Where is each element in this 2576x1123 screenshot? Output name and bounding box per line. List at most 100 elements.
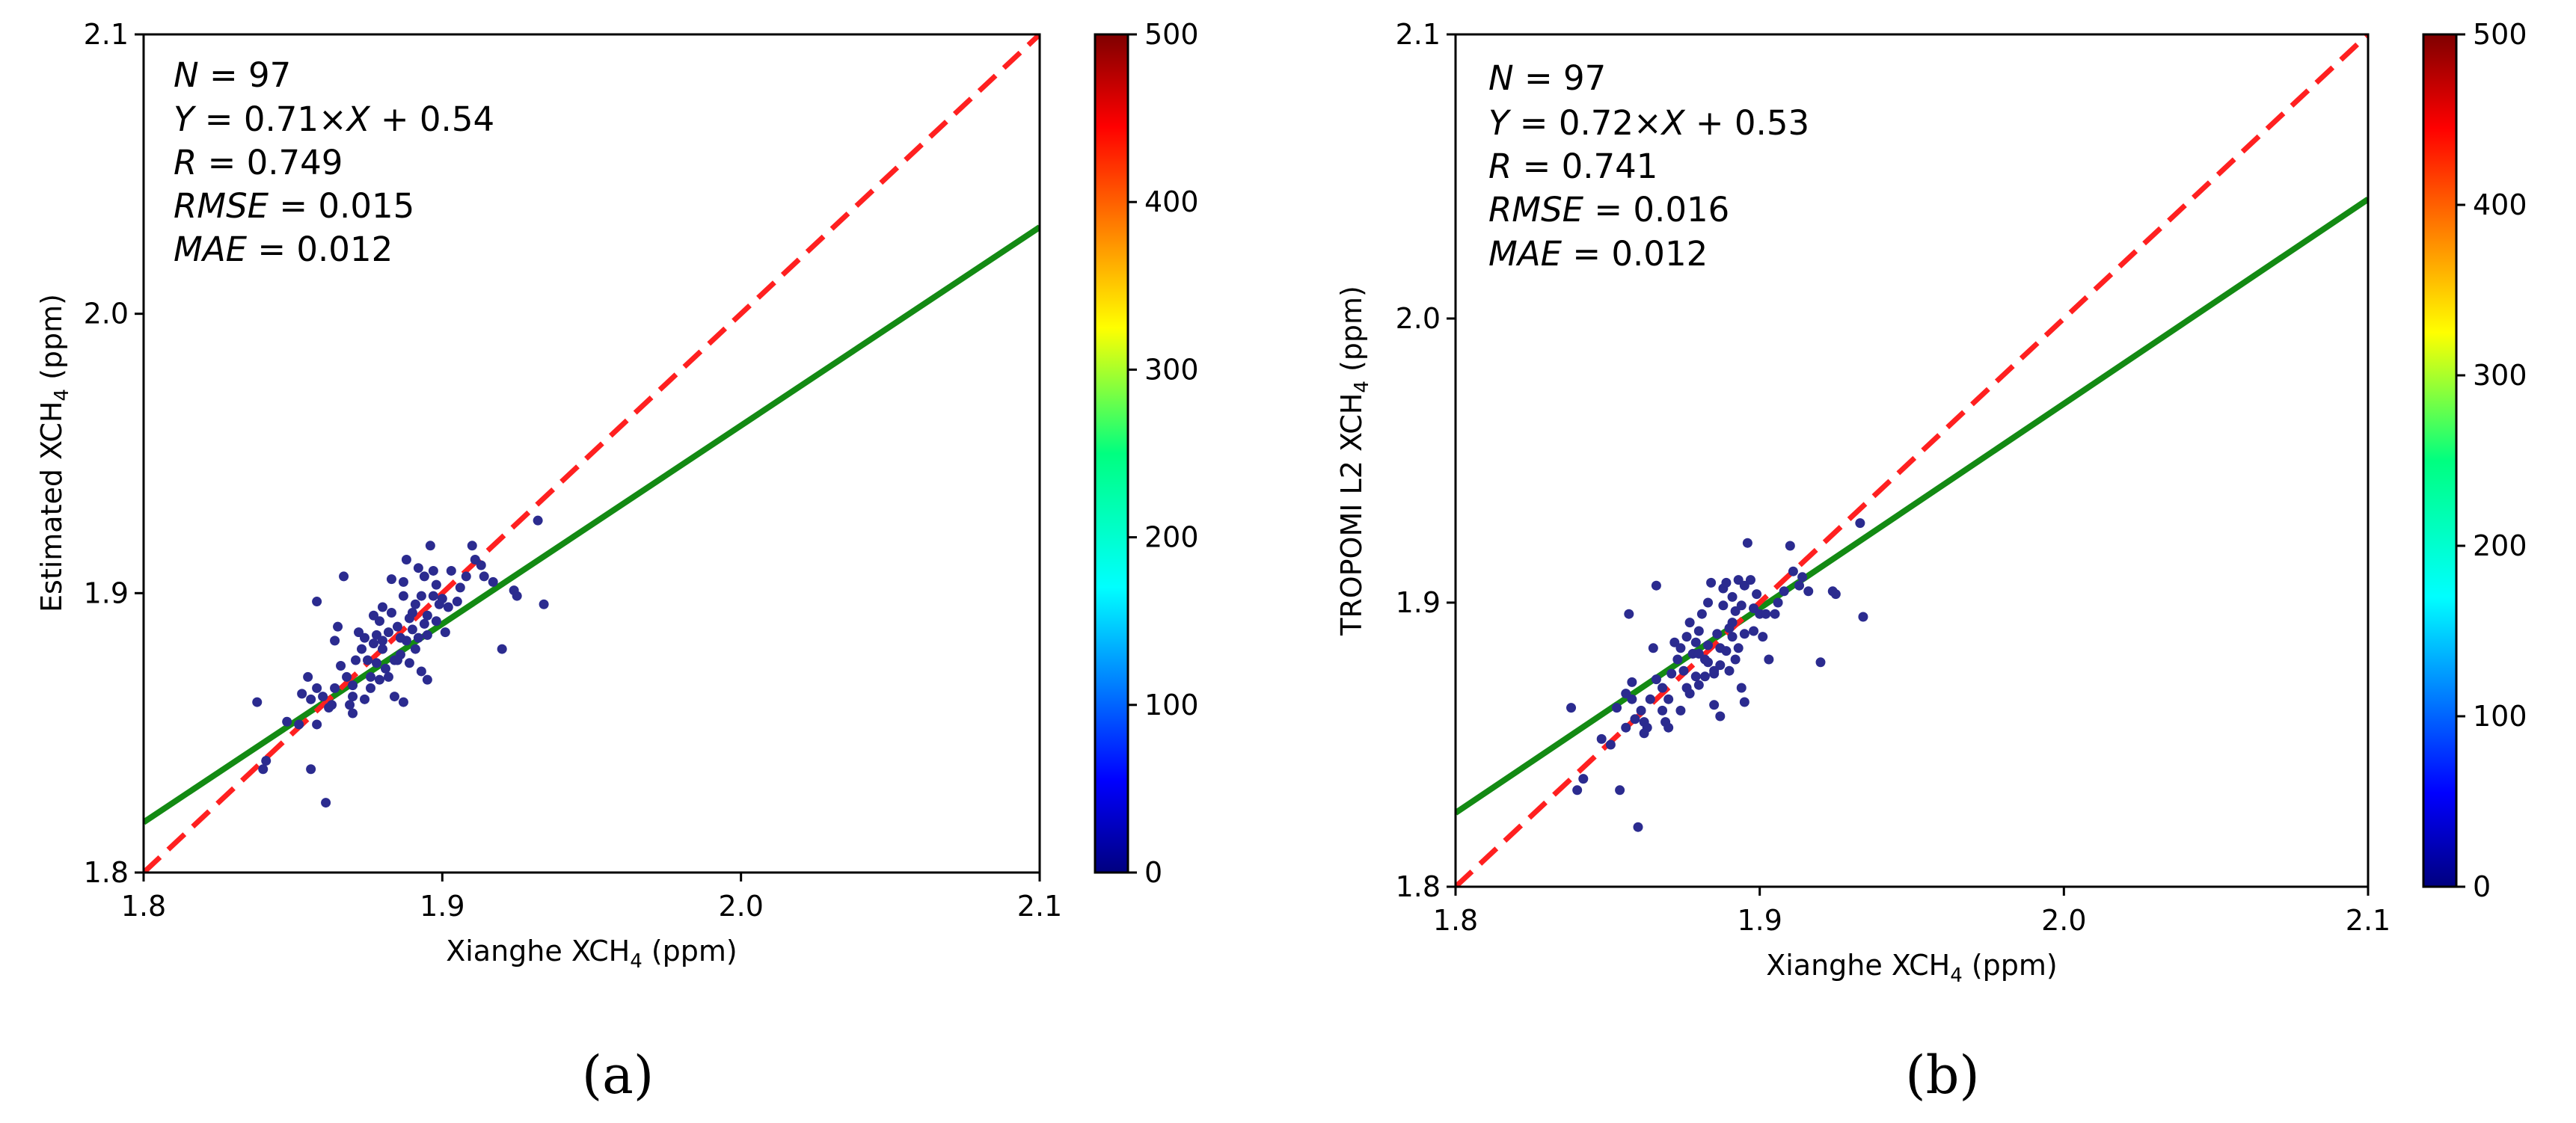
scatter-point <box>455 582 465 593</box>
scatter-point <box>1699 671 1710 682</box>
colorbar-tick-label: 400 <box>2473 188 2527 221</box>
scatter-point <box>1752 589 1762 600</box>
x-tick-label: 1.9 <box>1737 904 1782 937</box>
stat-n-value: 97 <box>1563 58 1606 98</box>
colorbar-tick-label: 300 <box>1144 353 1199 386</box>
scatter-point <box>348 680 358 691</box>
stat-n: N = 97 <box>174 55 291 95</box>
scatter-point <box>533 515 543 526</box>
scatter-point <box>1709 700 1720 710</box>
scatter-point <box>1736 683 1747 693</box>
y-axis-label: Estimated XCH4 (ppm) <box>35 294 73 612</box>
scatter-point <box>383 671 393 682</box>
scatter-point <box>1739 580 1749 591</box>
scatter-point <box>330 636 340 646</box>
y-tick-label: 1.8 <box>1396 870 1441 903</box>
x-axis-label-main: Xianghe XCH <box>446 935 630 967</box>
scatter-point <box>1745 575 1755 585</box>
scatter-point <box>398 591 408 601</box>
scatter-point <box>1703 640 1714 650</box>
scatter-point <box>1785 541 1795 551</box>
scatter-point <box>1633 822 1643 832</box>
scatter-point <box>422 610 432 621</box>
scatter-point <box>419 618 429 629</box>
scatter-point <box>380 663 390 674</box>
y-axis-label-subscript: 4 <box>1351 381 1373 393</box>
scatter-point <box>363 655 372 665</box>
x-axis-label-main: Xianghe XCH <box>1766 949 1950 982</box>
panel-label: (b) <box>1905 1044 1979 1106</box>
colorbar-gradient <box>1094 33 1129 874</box>
stat-mae-value: 0.012 <box>296 230 393 269</box>
scatter-point <box>1730 606 1741 616</box>
scatter-point <box>1621 689 1631 699</box>
scatter-point <box>431 579 441 590</box>
scatter-point <box>345 700 355 710</box>
scatter-point <box>1715 711 1726 722</box>
scatter-point <box>1663 694 1674 704</box>
scatter-point <box>497 644 507 654</box>
scatter-point <box>1684 689 1695 699</box>
x-axis-label-subscript: 4 <box>1950 964 1963 987</box>
scatter-point <box>422 674 432 685</box>
scatter-point <box>428 565 438 576</box>
scatter-point <box>306 764 316 775</box>
one-to-one-line <box>144 34 1040 873</box>
scatter-point <box>1855 518 1865 529</box>
scatter-point <box>327 700 337 710</box>
scatter-point <box>1666 668 1677 679</box>
scatter-point <box>398 697 408 707</box>
scatter-point <box>1693 626 1704 636</box>
stat-n-value: 97 <box>248 55 291 95</box>
scatter-point <box>1733 575 1744 585</box>
scatter-point <box>374 674 384 685</box>
scatter-point <box>1727 591 1738 602</box>
scatter-point <box>1651 580 1661 591</box>
scatter-point <box>1736 600 1747 611</box>
x-tick-label: 2.0 <box>718 890 763 923</box>
y-axis-label: TROPOMI L2 XCH4 (ppm) <box>1335 286 1373 636</box>
colorbar-tick-label: 500 <box>1144 18 1199 51</box>
scatter-point <box>1627 677 1637 687</box>
scatter-point <box>1636 705 1646 716</box>
scatter-point <box>1675 705 1686 716</box>
scatter-point <box>1761 609 1771 619</box>
scatter-point <box>1684 618 1695 628</box>
stat-mae: MAE = 0.012 <box>174 230 393 269</box>
scatter-point <box>377 644 387 654</box>
scatter-point <box>407 624 417 635</box>
y-tick-label: 2.1 <box>84 18 129 51</box>
stat-intercept-value: 0.53 <box>1735 103 1809 143</box>
scatter-point <box>413 633 423 643</box>
scatter-point <box>348 708 358 719</box>
scatter-point <box>1663 722 1674 733</box>
fit-line <box>144 224 1040 825</box>
scatter-point <box>312 719 322 730</box>
stat-rmse: RMSE = 0.016 <box>1488 190 1729 230</box>
colorbar-ticks: 0 100 200 300 400 500 <box>2456 18 2527 903</box>
plot-area <box>142 33 1041 874</box>
scatter-point <box>321 798 331 808</box>
scatter-point <box>377 636 387 646</box>
scatter-point <box>1675 643 1686 653</box>
scatter-point <box>252 697 263 707</box>
y-axis-label-main: Estimated XCH <box>35 401 68 612</box>
scatter-point <box>1639 728 1649 739</box>
y-tick-label: 2.0 <box>84 298 129 330</box>
scatter-point <box>1749 603 1759 614</box>
scatter-point <box>431 616 441 627</box>
scatter-point <box>312 597 322 607</box>
x-tick-label: 2.1 <box>2346 904 2391 937</box>
scatter-point <box>1693 648 1704 659</box>
stat-rmse-value: 0.015 <box>318 186 414 226</box>
scatter-point <box>1669 637 1680 647</box>
scatter-point <box>1657 683 1668 693</box>
x-tick-label: 2.0 <box>2041 904 2086 937</box>
scatter-point <box>330 683 340 693</box>
scatter-point <box>1690 637 1701 647</box>
scatter-point <box>365 683 375 693</box>
scatter-point <box>1578 774 1589 784</box>
stat-equation: Y = 0.71×X + 0.54 <box>174 99 494 139</box>
scatter-point <box>401 554 411 564</box>
scatter-point <box>1703 657 1714 668</box>
